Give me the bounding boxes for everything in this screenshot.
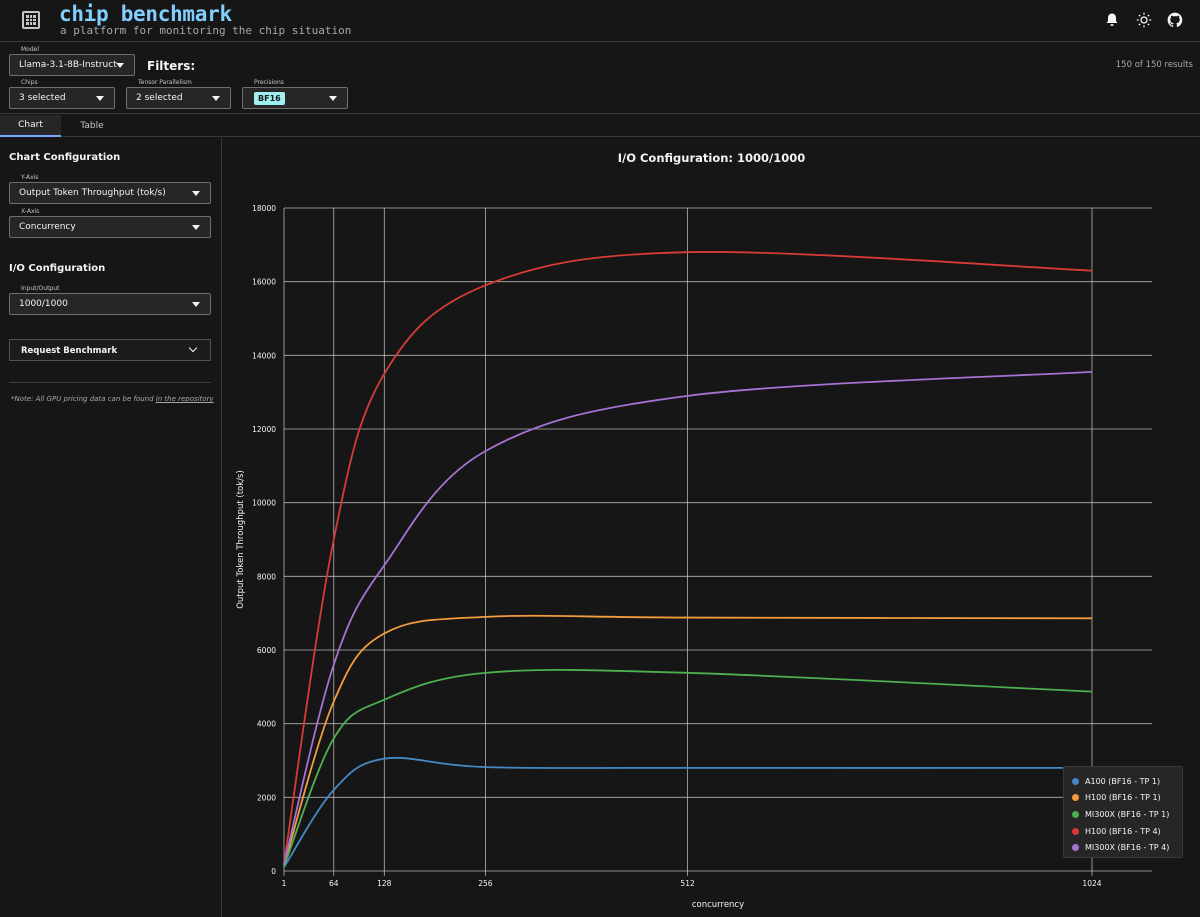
y-tick-label: 14000 bbox=[252, 351, 276, 360]
app-title: chip benchmark bbox=[59, 2, 232, 26]
model-value: Llama-3.1-8B-Instruct bbox=[19, 60, 117, 70]
view-tabs: Chart Table bbox=[0, 115, 1200, 137]
chips-label: Chips bbox=[20, 79, 39, 86]
y-axis-label: Y-Axis bbox=[20, 174, 40, 181]
line-chart: 0 2000 4000 6000 8000 10000 12000 14000 16000 180… bbox=[236, 204, 1152, 910]
io-value: 1000/1000 bbox=[19, 299, 68, 309]
y-tick-label: 10000 bbox=[252, 499, 276, 508]
y-tick-label: 6000 bbox=[257, 646, 276, 655]
legend-item[interactable]: MI300X (BF16 - TP 1) bbox=[1072, 806, 1174, 823]
request-benchmark-label: Request Benchmark bbox=[21, 346, 118, 356]
tab-table[interactable]: Table bbox=[80, 121, 104, 131]
legend-dot-icon bbox=[1072, 827, 1079, 835]
tensor-parallelism-label: Tensor Parallelism bbox=[137, 79, 193, 86]
x-tick-label: 128 bbox=[377, 879, 392, 888]
chips-value: 3 selected bbox=[19, 93, 66, 103]
caret-down-icon bbox=[116, 63, 124, 68]
sidebar: Chart Configuration Y-Axis Output Token … bbox=[0, 138, 222, 917]
y-tick-label: 2000 bbox=[257, 793, 276, 802]
y-axis-value: Output Token Throughput (tok/s) bbox=[19, 188, 166, 198]
repository-link[interactable]: in the repository bbox=[155, 395, 214, 403]
tensor-parallelism-dropdown[interactable]: Tensor Parallelism 2 selected bbox=[126, 79, 231, 109]
model-dropdown[interactable]: Model Llama-3.1-8B-Instruct bbox=[9, 46, 135, 76]
filters-title: Filters: bbox=[147, 59, 196, 73]
caret-down-icon bbox=[329, 96, 337, 101]
x-tick-label: 1 bbox=[282, 879, 287, 888]
app-header: chip benchmark a platform for monitoring… bbox=[0, 0, 1200, 42]
filters-bar: Model Llama-3.1-8B-Instruct Filters: 150… bbox=[0, 43, 1200, 114]
y-tick-label: 12000 bbox=[252, 425, 276, 434]
chips-dropdown[interactable]: Chips 3 selected bbox=[9, 79, 115, 109]
x-axis-label: X-Axis bbox=[20, 208, 41, 215]
github-icon[interactable] bbox=[1164, 9, 1186, 31]
model-label: Model bbox=[20, 46, 41, 53]
x-tick-label: 1024 bbox=[1082, 879, 1101, 888]
tab-chart[interactable]: Chart bbox=[0, 115, 61, 137]
chart-panel: I/O Configuration: 1000/1000 0 2000 4000 60… bbox=[223, 138, 1200, 917]
pricing-note: *Note: All GPU pricing data can be found… bbox=[11, 395, 214, 403]
caret-down-icon bbox=[192, 302, 200, 307]
x-tick-label: 256 bbox=[478, 879, 493, 888]
legend-item[interactable]: A100 (BF16 - TP 1) bbox=[1072, 773, 1174, 790]
caret-down-icon bbox=[212, 96, 220, 101]
series-line-3 bbox=[283, 251, 1093, 864]
legend-dot-icon bbox=[1072, 844, 1079, 852]
x-axis-value: Concurrency bbox=[19, 222, 76, 232]
y-tick-label: 18000 bbox=[252, 204, 276, 213]
precisions-label: Precisions bbox=[253, 79, 285, 86]
io-configuration-title: I/O Configuration bbox=[9, 263, 106, 274]
chart-configuration-title: Chart Configuration bbox=[9, 152, 121, 163]
legend-dot-icon bbox=[1072, 794, 1079, 802]
io-label: Input/Output bbox=[20, 285, 61, 292]
chart-legend: A100 (BF16 - TP 1) H100 (BF16 - TP 1) MI30… bbox=[1063, 766, 1183, 858]
chip-grid-icon[interactable] bbox=[9, 5, 53, 35]
pricing-note-text: *Note: All GPU pricing data can be found bbox=[11, 395, 156, 403]
y-tick-label: 8000 bbox=[257, 572, 276, 581]
series-line-4 bbox=[283, 371, 1093, 865]
series-line-2 bbox=[283, 669, 1093, 867]
y-axis-title: Output Token Throughput (tok/s) bbox=[236, 470, 246, 609]
x-axis-title: concurrency bbox=[692, 900, 744, 910]
results-count: 150 of 150 results bbox=[1115, 60, 1193, 70]
x-axis-dropdown[interactable]: X-Axis Concurrency bbox=[9, 208, 211, 238]
legend-label: A100 (BF16 - TP 1) bbox=[1085, 776, 1161, 786]
y-tick-label: 0 bbox=[271, 867, 276, 876]
x-tick-label: 512 bbox=[680, 879, 695, 888]
precision-tag[interactable]: BF16 bbox=[254, 92, 285, 105]
sun-icon[interactable] bbox=[1133, 9, 1155, 31]
legend-dot-icon bbox=[1072, 810, 1079, 818]
series-line-1 bbox=[283, 614, 1092, 866]
legend-item[interactable]: H100 (BF16 - TP 1) bbox=[1072, 790, 1174, 807]
caret-down-icon bbox=[96, 96, 104, 101]
io-dropdown[interactable]: Input/Output 1000/1000 bbox=[9, 285, 211, 315]
app-subtitle: a platform for monitoring the chip situa… bbox=[60, 24, 352, 37]
legend-item[interactable]: H100 (BF16 - TP 4) bbox=[1072, 823, 1174, 840]
y-tick-label: 16000 bbox=[252, 278, 276, 287]
legend-dot-icon bbox=[1072, 777, 1079, 785]
x-tick-label: 64 bbox=[329, 879, 339, 888]
bell-icon[interactable] bbox=[1101, 9, 1123, 31]
legend-label: H100 (BF16 - TP 1) bbox=[1085, 793, 1161, 803]
caret-down-icon bbox=[192, 225, 200, 230]
legend-label: MI300X (BF16 - TP 1) bbox=[1085, 809, 1170, 819]
caret-down-icon bbox=[192, 191, 200, 196]
legend-label: H100 (BF16 - TP 4) bbox=[1085, 826, 1161, 836]
chart-title: I/O Configuration: 1000/1000 bbox=[617, 151, 806, 165]
request-benchmark-accordion[interactable]: Request Benchmark bbox=[9, 339, 211, 361]
divider bbox=[9, 382, 211, 383]
tensor-parallelism-value: 2 selected bbox=[136, 93, 183, 103]
precisions-dropdown[interactable]: Precisions BF16 bbox=[242, 79, 348, 109]
legend-label: MI300X (BF16 - TP 4) bbox=[1085, 843, 1170, 853]
legend-item[interactable]: MI300X (BF16 - TP 4) bbox=[1072, 839, 1174, 856]
series-line-0 bbox=[283, 756, 1092, 868]
y-tick-label: 4000 bbox=[257, 720, 276, 729]
y-axis-dropdown[interactable]: Y-Axis Output Token Throughput (tok/s) bbox=[9, 174, 211, 204]
chevron-down-icon bbox=[188, 343, 198, 353]
